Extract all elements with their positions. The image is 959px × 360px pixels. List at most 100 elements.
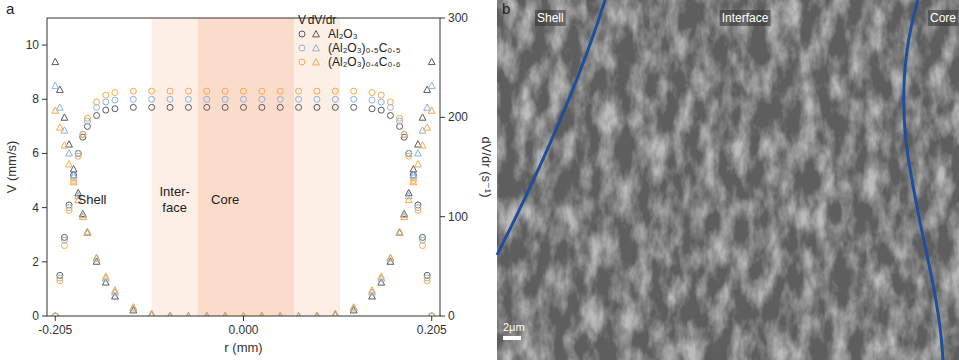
region-band <box>152 18 198 316</box>
legend-label: (Al₂O₃)₀.₄C₀.₆ <box>328 55 401 69</box>
velocity-point <box>75 153 81 159</box>
x-tick-label: -0.205 <box>38 323 72 337</box>
velocity-point <box>241 88 247 94</box>
micrograph-label: Interface <box>722 11 769 25</box>
velocity-point <box>167 104 173 110</box>
gradient-point <box>185 313 192 316</box>
velocity-point <box>332 96 338 102</box>
legend-marker <box>313 59 320 65</box>
gradient-point <box>410 172 417 178</box>
gradient-point <box>148 311 155 316</box>
gradient-point <box>396 229 403 235</box>
series <box>52 104 434 316</box>
y-tick-label: 4 <box>32 201 39 215</box>
y-tick <box>42 207 47 208</box>
velocity-point <box>204 88 210 94</box>
gradient-point <box>52 58 59 64</box>
legend-header: V <box>298 13 306 27</box>
region-label: Core <box>211 192 239 207</box>
velocity-point <box>149 88 155 94</box>
velocity-point <box>378 99 384 105</box>
region-label: Inter-face <box>159 184 189 215</box>
gradient-point <box>415 150 422 156</box>
gradient-point <box>70 172 77 178</box>
panel-label: b <box>502 0 510 17</box>
velocity-point <box>149 96 155 102</box>
gradient-point <box>401 213 408 219</box>
micrograph-label: Core <box>930 11 956 25</box>
y-tick-label: 10 <box>26 38 40 52</box>
gradient-point <box>405 196 412 202</box>
velocity-point <box>241 96 247 102</box>
velocity-point <box>204 96 210 102</box>
region-band <box>198 18 294 316</box>
legend-marker <box>299 59 305 65</box>
velocity-point <box>112 90 118 96</box>
y2-axis-label: dV/dr (s⁻¹) <box>479 136 494 197</box>
y2-tick-label: 0 <box>448 309 455 323</box>
velocity-point <box>259 88 265 94</box>
gradient-point <box>258 313 265 316</box>
gradient-point <box>203 313 210 316</box>
velocity-point <box>103 107 109 113</box>
gradient-point <box>332 311 339 316</box>
gradient-point <box>56 104 63 110</box>
y-tick <box>42 261 47 262</box>
gradient-point <box>428 82 435 88</box>
y2-tick-label: 300 <box>448 11 468 25</box>
gradient-point <box>419 142 426 148</box>
velocity-point <box>149 104 155 110</box>
velocity-point <box>204 104 210 110</box>
gradient-point <box>130 305 137 311</box>
gradient-point <box>130 304 137 310</box>
gradient-point <box>295 313 302 316</box>
region-label-line: face <box>162 200 187 215</box>
gradient-point <box>61 142 68 148</box>
legend: VdV/drAl₂O₃(Al₂O₃)₀.₅C₀.₅(Al₂O₃)₀.₄C₀.₆ <box>298 13 401 69</box>
gradient-point <box>93 255 100 261</box>
gradient-point <box>70 179 77 185</box>
velocity-point <box>378 107 384 113</box>
y-tick <box>42 45 47 46</box>
velocity-point <box>259 104 265 110</box>
velocity-point <box>296 96 302 102</box>
y2-tick-label: 100 <box>448 210 468 224</box>
x-tick <box>431 316 432 321</box>
gradient-point <box>378 273 385 279</box>
label-box <box>720 10 771 26</box>
velocity-point <box>167 88 173 94</box>
legend-label: (Al₂O₃)₀.₅C₀.₅ <box>328 41 401 55</box>
gradient-point <box>295 313 302 316</box>
velocity-point <box>296 88 302 94</box>
gradient-point <box>222 313 229 316</box>
gradient-point <box>222 313 229 316</box>
velocity-point <box>222 88 228 94</box>
velocity-point <box>222 96 228 102</box>
y2-tick <box>440 316 445 317</box>
sem-background <box>497 0 959 360</box>
gradient-point <box>295 313 302 316</box>
y-tick-label: 0 <box>32 309 39 323</box>
gradient-point <box>369 287 376 293</box>
velocity-point <box>167 96 173 102</box>
legend-marker <box>313 45 320 51</box>
gradient-point <box>277 313 284 316</box>
velocity-point <box>241 104 247 110</box>
label-box <box>535 10 566 26</box>
gradient-point <box>424 104 431 110</box>
velocity-point <box>185 104 191 110</box>
x-tick <box>243 316 244 321</box>
velocity-point <box>103 92 109 98</box>
velocity-point <box>277 104 283 110</box>
velocity-point <box>406 153 412 159</box>
gradient-point <box>203 313 210 316</box>
velocity-point <box>80 131 86 137</box>
y-tick <box>42 153 47 154</box>
label-box <box>928 10 958 26</box>
velocity-point <box>397 115 403 121</box>
velocity-point <box>387 99 393 105</box>
region-label-line: Shell <box>78 192 107 207</box>
gradient-point <box>102 273 109 279</box>
legend-marker <box>299 31 305 37</box>
boundary-curve <box>497 0 605 255</box>
